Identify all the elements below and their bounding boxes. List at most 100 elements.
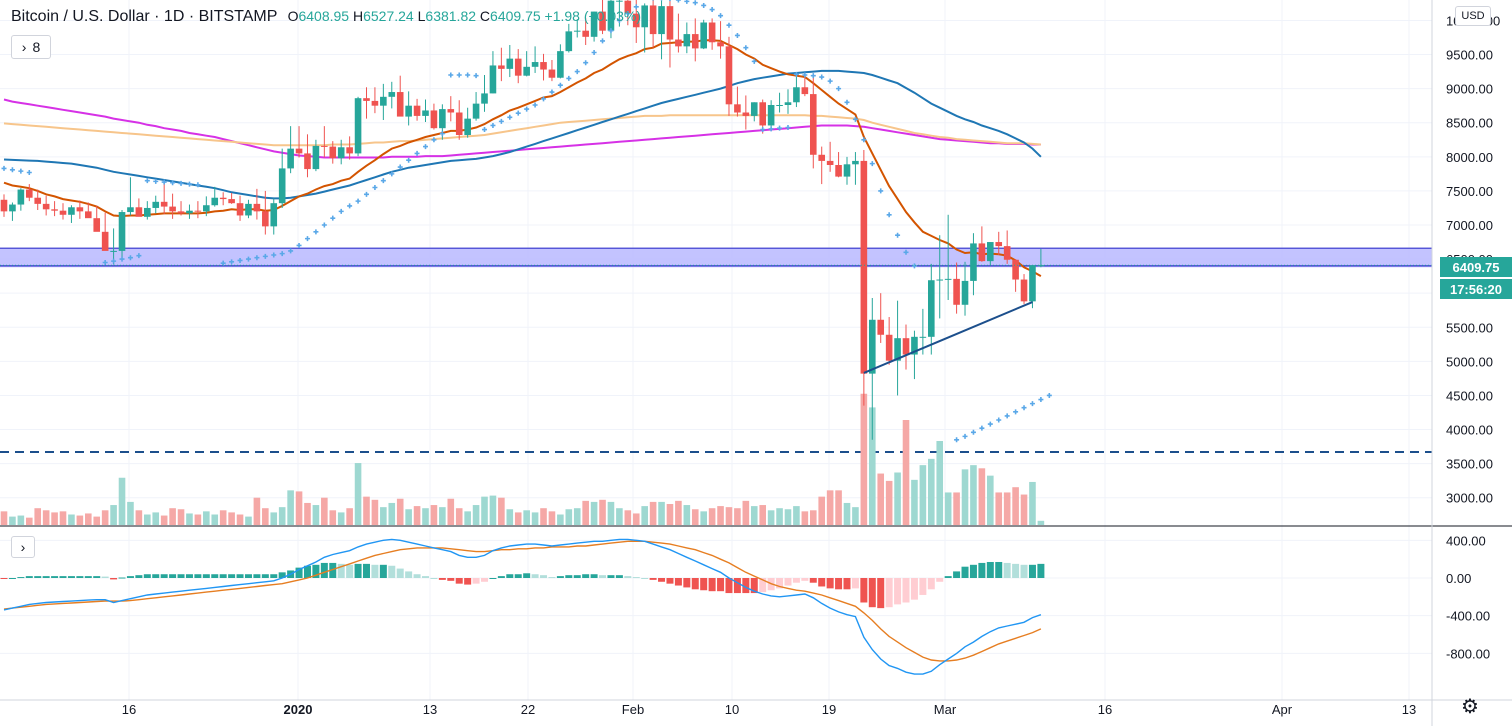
gear-icon[interactable]: ⚙ (1461, 695, 1479, 718)
volume-bar (557, 514, 564, 525)
psar-marker (18, 168, 24, 174)
candle-body (9, 204, 16, 212)
candle (514, 49, 522, 84)
candle-body (287, 148, 294, 169)
macd-histogram-bar (59, 576, 67, 578)
volume-bar (776, 508, 783, 525)
macd-expand-button[interactable]: › (11, 536, 35, 558)
time-axis-label: Apr (1272, 702, 1293, 717)
macd-histogram-bar (118, 577, 126, 579)
candle (1012, 259, 1019, 292)
candle (725, 36, 733, 116)
volume-bar (919, 465, 927, 525)
candle-body (262, 211, 269, 227)
psar-marker (616, 17, 622, 23)
time-axis-label: 13 (423, 702, 437, 717)
candle-body (118, 212, 126, 251)
change-value: +1.98 (+0.03%) (544, 8, 642, 24)
volume-bar (573, 508, 581, 525)
price-axis-label: 8000.00 (1446, 150, 1493, 165)
psar-marker (1046, 392, 1052, 398)
psar-marker (380, 178, 386, 184)
volume-bar (262, 508, 269, 525)
volume-bar (380, 507, 387, 525)
macd-histogram-bar (67, 576, 75, 578)
time-axis-label: 10 (725, 702, 739, 717)
candle (93, 205, 101, 232)
candle-body (380, 96, 387, 106)
macd-histogram-bar (632, 577, 640, 579)
candle-body (1029, 265, 1036, 302)
candle-body (624, 0, 632, 14)
macd-histogram-bar (8, 578, 16, 579)
volume-bar (295, 491, 303, 525)
macd-histogram-bar (346, 564, 354, 578)
volume-bar (304, 502, 311, 525)
macd-histogram-bar (472, 578, 480, 584)
psar-marker (852, 116, 858, 122)
candle-body (354, 98, 362, 154)
macd-histogram-bar (877, 578, 885, 609)
resistance-zone (0, 248, 1432, 268)
candle-body (675, 39, 682, 47)
psar-marker (692, 0, 698, 6)
macd-histogram-bar (742, 578, 750, 594)
candle-body (860, 160, 868, 374)
volume-bar (68, 514, 75, 525)
psar-marker (869, 161, 875, 167)
currency-badge[interactable]: USD (1455, 6, 1491, 26)
candle (582, 17, 589, 45)
candle-body (573, 30, 581, 32)
psar-marker (186, 181, 192, 187)
time-axis-label: Feb (622, 702, 644, 717)
time-axis-label: 19 (822, 702, 836, 717)
macd-histogram-bar (489, 578, 497, 579)
volume-bar (1012, 487, 1019, 525)
volume-bar (270, 512, 278, 525)
macd-histogram-bar (185, 574, 193, 578)
macd-histogram-bar (835, 578, 843, 590)
macd-histogram-bar (143, 574, 151, 578)
candle-body (523, 66, 530, 76)
candle (186, 204, 193, 219)
macd-histogram-bar (961, 566, 969, 578)
psar-marker (701, 2, 707, 8)
candle (278, 148, 286, 208)
macd-histogram-bar (1028, 564, 1036, 578)
candle-body (413, 105, 421, 116)
psar-marker (591, 50, 597, 55)
candle (346, 136, 353, 160)
candle (953, 262, 960, 314)
volume-bar (245, 516, 252, 525)
indicators-toggle-button[interactable]: › 8 (11, 35, 51, 59)
volume-bar (885, 480, 893, 525)
candle (1003, 230, 1011, 264)
candle-body (405, 105, 412, 117)
candle (68, 205, 75, 223)
volume-bar (944, 492, 952, 525)
symbol-legend: Bitcoin / U.S. Dollar · 1D · BITSTAMP O6… (11, 8, 641, 26)
macd-axis-labels: 400.00 0.00 -400.00 -800.00 (1446, 533, 1490, 661)
volume-bar (472, 505, 480, 525)
psar-marker (431, 137, 437, 143)
volume-bar (498, 497, 505, 525)
volume-bar (1037, 520, 1045, 525)
psar-marker (1029, 401, 1035, 407)
candle-body (582, 30, 589, 37)
macd-histogram-bar (244, 574, 252, 578)
candle-body (447, 109, 455, 113)
price-axis-label: 9500.00 (1446, 48, 1493, 63)
macd-histogram-bar (0, 578, 8, 579)
volume-bar (641, 506, 648, 525)
psar-marker (313, 229, 319, 235)
macd-histogram-bar (278, 572, 286, 578)
volume-bar (42, 510, 50, 525)
candle-body (734, 104, 741, 113)
volume-bar (767, 510, 775, 525)
price-axis-label: 9000.00 (1446, 82, 1493, 97)
volume-bar (110, 505, 117, 525)
candle (160, 184, 168, 215)
candle (295, 126, 303, 158)
volume-bar (531, 512, 539, 525)
